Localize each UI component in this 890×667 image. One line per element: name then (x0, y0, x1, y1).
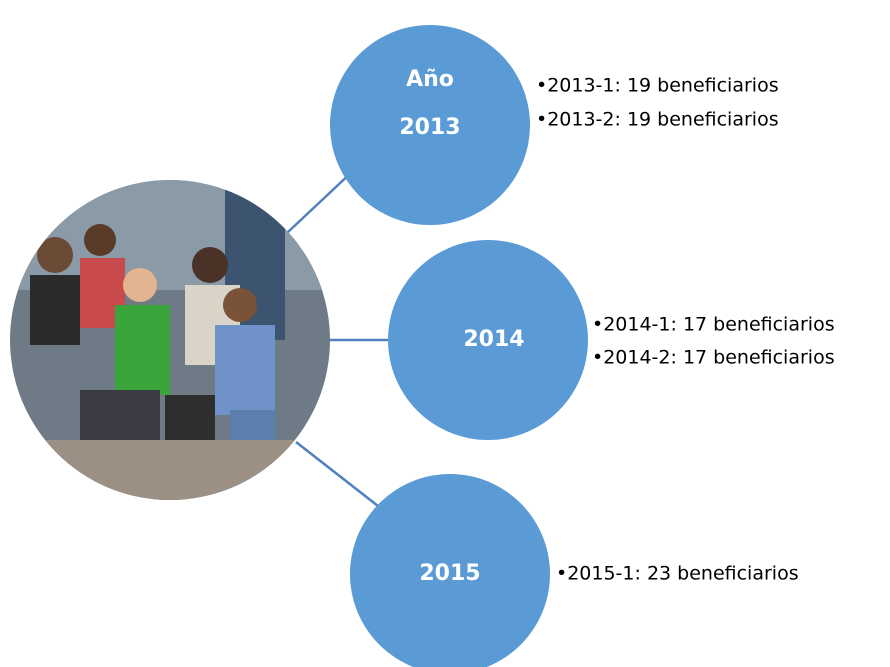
item-text: •2014-2: 17 beneficiarios (592, 347, 835, 369)
year-label: 2013 (399, 115, 460, 140)
item-text: •2014-1: 17 beneficiarios (592, 314, 835, 336)
item-text: •2013-2: 19 beneficiarios (536, 109, 779, 131)
page: Año 2013 •2013-1: 19 beneficiarios •2013… (0, 0, 890, 667)
connector (288, 170, 354, 232)
year-label: 2015 (419, 561, 480, 586)
year-label: 2014 (463, 327, 524, 352)
connector (296, 442, 378, 506)
photo (10, 180, 330, 500)
item-text: •2013-1: 19 beneficiarios (536, 75, 779, 97)
item-text: •2015-1: 23 beneficiarios (556, 563, 799, 585)
year-label: Año (406, 67, 454, 92)
year-nodes: Año 2013 •2013-1: 19 beneficiarios •2013… (330, 25, 835, 667)
diagram: Año 2013 •2013-1: 19 beneficiarios •2013… (0, 0, 890, 667)
